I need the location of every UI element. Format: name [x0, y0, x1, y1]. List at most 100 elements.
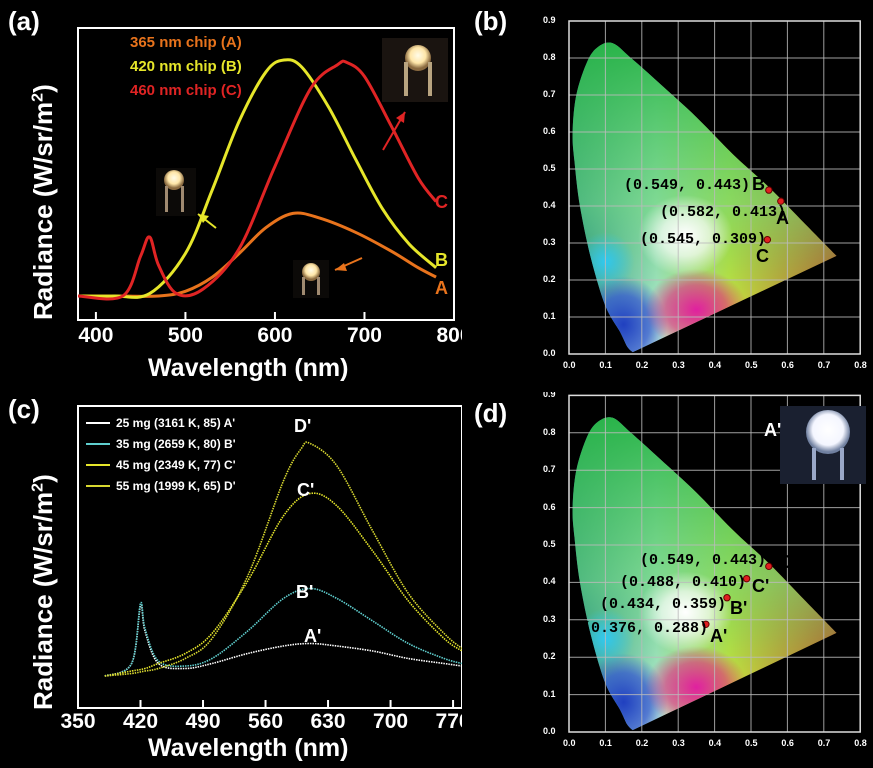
curve-label-b: B — [435, 250, 448, 270]
panel-c-plot — [77, 405, 462, 709]
x-tick-label: 500 — [167, 324, 203, 347]
x-tick-label: 600 — [257, 324, 293, 347]
cie-y-tick: 0.7 — [543, 89, 556, 99]
cie-x-tick: 0.6 — [781, 360, 794, 370]
cie-y-tick: 0.5 — [543, 539, 556, 549]
cie-y-tick: 0.8 — [543, 426, 556, 437]
legend-entry: 35 mg (2659 K, 80) B' — [116, 437, 236, 451]
led-photo-a-prime — [780, 406, 866, 484]
cie-point-c-prime — [742, 574, 751, 583]
cie-y-tick: 0.6 — [543, 501, 556, 512]
curve-label-a-prime: A' — [304, 626, 322, 646]
panel-a-xlabel: Wavelength (nm) — [148, 354, 349, 382]
cie-y-tick: 0.2 — [543, 274, 556, 284]
cie-point-a — [777, 197, 785, 205]
legend-entry: 25 mg (3161 K, 85) A' — [116, 416, 236, 430]
led-photo-b — [156, 168, 196, 216]
panel-c-ylabel: Radiance (W/sr/m2) — [28, 474, 58, 710]
panel-d-cie: (d) 0.0 0.1 0.2 0.3 0.4 0.5 0.6 0.7 0.8 0.0 0.1 0.2… — [462, 392, 873, 768]
panel-c-xlabel: Wavelength (nm) — [148, 734, 349, 762]
led-photo-c — [382, 38, 448, 102]
panel-d-cie-plot — [568, 394, 866, 733]
inset-label-a-prime: A' — [764, 420, 782, 440]
cie-y-tick: 0.8 — [543, 52, 556, 62]
legend-a-460: 460 nm chip (C) — [130, 82, 242, 99]
point-label-c: C — [756, 246, 769, 266]
coord-c-prime: (0.488, 0.410) — [620, 574, 747, 591]
cie-grid — [568, 20, 861, 355]
legend-entry: 55 mg (1999 K, 65) D' — [116, 479, 236, 493]
cie-y-tick: 0.3 — [543, 613, 556, 624]
cie-x-tick: 0.6 — [781, 738, 794, 748]
x-tick-label: 400 — [78, 324, 114, 347]
cie-y-tick: 0.3 — [543, 237, 556, 247]
point-label-c-prime: C' — [752, 576, 770, 596]
point-label-a-prime: A' — [710, 626, 728, 646]
cie-y-tick: 0.0 — [543, 726, 556, 736]
coord-c: (0.545, 0.309) — [640, 231, 767, 248]
cie-x-tick: 0.3 — [672, 360, 685, 370]
curve-label-b-prime: B' — [296, 582, 314, 602]
cie-point-b-prime — [723, 594, 731, 602]
coord-b-prime: (0.434, 0.359) — [600, 596, 727, 613]
curve-label-d-prime: D' — [294, 416, 312, 436]
legend-entry: 45 mg (2349 K, 77) C' — [116, 458, 236, 472]
cie-x-tick: 0.0 — [563, 738, 576, 748]
x-tick-label: 800 — [436, 324, 462, 347]
point-label-d-prime: D' — [780, 552, 798, 572]
cie-x-tick: 0.4 — [708, 360, 722, 370]
cie-y-tick: 0.1 — [543, 688, 556, 699]
cie-x-tick: 0.0 — [563, 360, 576, 370]
x-tick-label: 700 — [373, 710, 409, 733]
curve-label-c-prime: C' — [297, 480, 315, 500]
x-tick-label: 770 — [435, 710, 462, 733]
cie-x-tick: 0.2 — [635, 360, 649, 370]
panel-d-label: (d) — [474, 398, 508, 428]
panel-b-cie-plot — [568, 20, 861, 355]
cie-point-a-prime — [702, 620, 710, 628]
cie-y-tick: 0.0 — [543, 348, 556, 358]
cie-y-tick: 0.4 — [543, 200, 556, 210]
led-photo-a — [293, 260, 329, 298]
cie-x-tick: 0.7 — [817, 738, 831, 748]
cie-x-tick: 0.5 — [745, 360, 758, 370]
series-d-prime — [104, 441, 462, 677]
x-tick-label: 700 — [346, 324, 382, 347]
cie-x-tick: 0.5 — [745, 738, 758, 748]
cie-point-d-prime — [765, 562, 773, 571]
series-a-prime — [104, 604, 462, 677]
coord-d-prime: (0.549, 0.443) — [640, 552, 767, 569]
cie-y-tick: 0.6 — [543, 126, 556, 136]
cie-x-tick: 0.2 — [635, 738, 649, 748]
panel-b-label: (b) — [474, 6, 508, 36]
cie-x-tick: 0.7 — [817, 360, 831, 370]
coord-a: (0.582, 0.413) — [660, 204, 787, 221]
panel-a-spectra: (a) Radiance (W/sr/m2) Wavelength (nm) 4… — [0, 0, 462, 392]
series-c-prime — [104, 492, 462, 677]
cie-point-b — [765, 186, 773, 194]
series-c-460nm — [77, 59, 438, 301]
x-tick-label: 630 — [310, 710, 346, 733]
panel-c-spectra: (c) Radiance (W/sr/m2) Wavelength (nm) 3… — [0, 392, 462, 768]
cie-y-tick: 0.2 — [543, 651, 556, 662]
curve-label-c: C — [435, 192, 448, 212]
x-tick-label: 490 — [185, 710, 221, 733]
cie-y-tick: 0.9 — [543, 392, 556, 400]
cie-y-tick: 0.1 — [543, 311, 556, 321]
series-b-prime — [104, 587, 462, 677]
annotation-arrows — [197, 111, 406, 271]
cie-y-tick: 0.9 — [543, 15, 556, 25]
cie-y-tick: 0.4 — [543, 576, 556, 587]
cie-grid — [568, 394, 861, 733]
cie-y-tick: 0.7 — [543, 464, 556, 475]
cie-y-tick: 0.5 — [543, 163, 556, 173]
cie-x-tick: 0.8 — [854, 738, 867, 748]
point-label-b: B — [752, 174, 765, 194]
series-b-420nm — [77, 58, 438, 299]
legend-a-420: 420 nm chip (B) — [130, 58, 242, 75]
panel-a-ylabel: Radiance (W/sr/m2) — [28, 84, 58, 320]
coord-a-prime: (0.376, 0.288) — [582, 620, 709, 637]
x-tick-label: 420 — [122, 710, 159, 733]
cie-x-tick: 0.8 — [854, 360, 867, 370]
cie-x-tick: 0.1 — [599, 360, 612, 370]
